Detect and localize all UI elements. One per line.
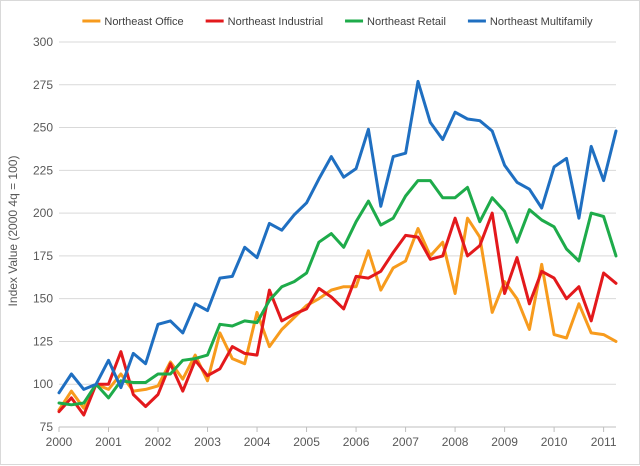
x-tick-label: 2000 [46, 435, 73, 449]
series-line-northeast-industrial [57, 211, 618, 417]
series-line-northeast-office [57, 216, 618, 412]
x-tick-label: 2007 [392, 435, 419, 449]
y-tick-label: 100 [33, 377, 53, 391]
legend-label: Northeast Retail [367, 16, 446, 28]
legend-item: Northeast Industrial [205, 16, 323, 28]
x-tick-label: 2008 [442, 435, 469, 449]
legend-item: Northeast Retail [345, 16, 446, 28]
series-line-northeast-retail [57, 179, 618, 407]
gridlines [59, 41, 616, 428]
x-tick-label: 2001 [95, 435, 122, 449]
legend: Northeast Office Northeast Industrial Nort… [82, 16, 593, 28]
legend-item: Northeast Office [82, 16, 184, 28]
y-axis-title: Index Value (2000 4q = 100) [6, 156, 20, 307]
x-tick-label: 2009 [491, 435, 518, 449]
x-tick-label: 2004 [244, 435, 271, 449]
series-lines [57, 79, 618, 417]
x-tick-label: 2002 [145, 435, 172, 449]
y-tick-label: 250 [33, 121, 53, 135]
axes: 75 100 125 150 175 200 225 250 275 300 2000 2001 200… [33, 35, 617, 449]
y-tick-label: 300 [33, 35, 53, 49]
x-tick-label: 2003 [194, 435, 221, 449]
y-tick-label: 275 [33, 78, 53, 92]
y-tick-label: 150 [33, 292, 53, 306]
x-tick-label: 2010 [541, 435, 568, 449]
y-tick-label: 175 [33, 249, 53, 263]
legend-label: Northeast Office [104, 16, 183, 28]
y-tick-label: 200 [33, 206, 53, 220]
y-tick-label: 225 [33, 163, 53, 177]
legend-label: Northeast Industrial [228, 16, 323, 28]
y-tick-label: 125 [33, 334, 53, 348]
series-line-northeast-multifamily [57, 79, 618, 395]
x-tick-label: 2011 [591, 435, 617, 449]
x-tick-label: 2005 [293, 435, 320, 449]
x-tick-label: 2006 [343, 435, 370, 449]
legend-item: Northeast Multifamily [467, 16, 593, 28]
y-tick-label: 75 [40, 420, 54, 434]
legend-label: Northeast Multifamily [490, 16, 593, 28]
